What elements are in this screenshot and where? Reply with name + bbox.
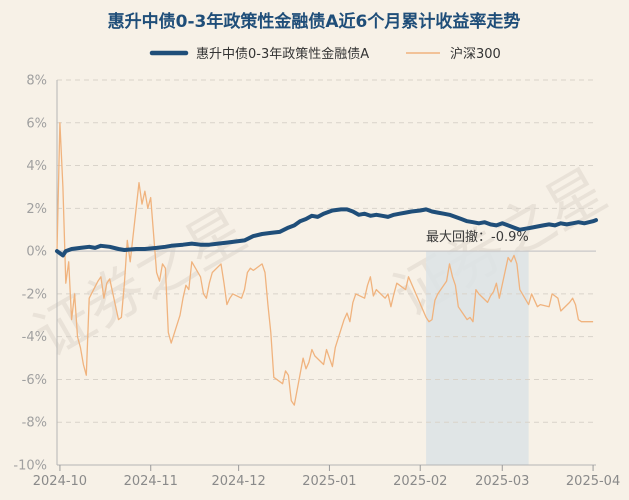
x-tick-label: 2025-01: [302, 474, 356, 489]
y-tick-label: -2%: [22, 287, 47, 302]
x-tick-label: 2024-10: [33, 474, 87, 489]
x-tick-label: 2025-04: [566, 474, 620, 489]
annotation-layer: 最大回撤：-0.9%: [426, 229, 529, 245]
drawdown-shade-layer: [426, 251, 529, 465]
y-tick-label: -8%: [22, 416, 47, 431]
y-tick-label: 6%: [26, 116, 47, 131]
chart-title: 惠升中债0-3年政策性金融债A近6个月累计收益率走势: [108, 11, 521, 32]
grid-layer: [57, 79, 596, 466]
x-tick-label: 2025-02: [393, 474, 447, 489]
y-tick-label: -10%: [13, 459, 47, 474]
legend-label-fund: 惠升中债0-3年政策性金融债A: [196, 46, 369, 62]
legend: 惠升中债0-3年政策性金融债A 沪深300: [149, 46, 501, 62]
title-layer: 惠升中债0-3年政策性金融债A近6个月累计收益率走势: [108, 11, 521, 32]
y-tick-label: -4%: [22, 330, 47, 345]
series-layer: [55, 122, 598, 406]
x-tick-label: 2024-11: [124, 474, 178, 489]
drawdown-label: 最大回撤：-0.9%: [426, 229, 529, 245]
series-line-hs300: [56, 122, 594, 406]
x-tick-label: 2025-03: [475, 474, 529, 489]
drawdown-shade: [426, 251, 529, 465]
x-tick-label: 2024-12: [211, 474, 265, 489]
legend-label-hs300: 沪深300: [450, 46, 501, 62]
y-tick-label: 0%: [26, 245, 47, 260]
y-tick-label: -6%: [22, 373, 47, 388]
y-tick-label: 2%: [26, 202, 47, 217]
axes-layer: 8% 6% 4% 2% 0% -2% -4% -6% -8% -10%2024-10 2024-11…: [13, 74, 620, 490]
y-tick-label: 4%: [26, 159, 47, 174]
y-tick-label: 8%: [26, 74, 47, 89]
series-line-fund: [55, 207, 598, 258]
